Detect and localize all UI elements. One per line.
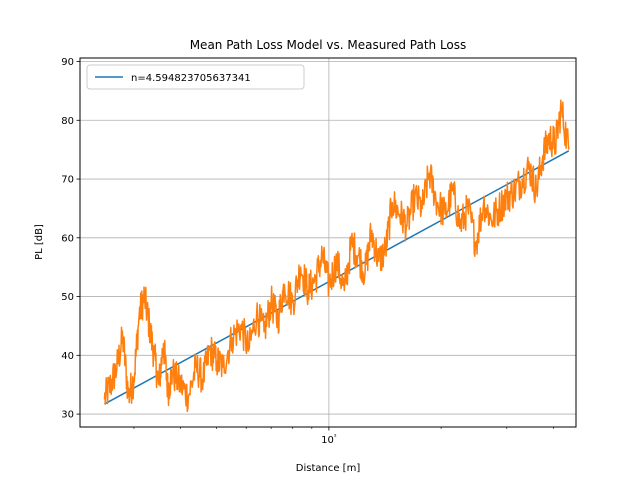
y-tick-label: 30 bbox=[61, 410, 74, 421]
y-axis-label: PL [dB] bbox=[34, 224, 45, 260]
legend-box bbox=[86, 64, 305, 90]
model-line bbox=[104, 150, 570, 405]
y-tick-label: 70 bbox=[61, 175, 74, 186]
plot-frame bbox=[79, 57, 577, 428]
x-axis-label: Distance [m] bbox=[296, 463, 361, 474]
y-tick-label: 90 bbox=[61, 57, 74, 68]
legend-entry-model: n=4.594823705637341 bbox=[131, 73, 251, 84]
y-tick-label: 40 bbox=[61, 351, 74, 362]
y-tick-label: 50 bbox=[61, 292, 74, 303]
x-tick-label: 10² bbox=[321, 433, 337, 446]
axis-ticks: 30 40 50 60 70 80 90 10² bbox=[61, 57, 554, 446]
y-tick-label: 80 bbox=[61, 116, 74, 127]
y-tick-label: 60 bbox=[61, 233, 74, 244]
series-lines bbox=[103, 99, 570, 413]
chart-title: Mean Path Loss Model vs. Measured Path L… bbox=[190, 38, 467, 52]
legend: n=4.594823705637341 bbox=[86, 64, 305, 90]
measured-line bbox=[103, 99, 570, 413]
